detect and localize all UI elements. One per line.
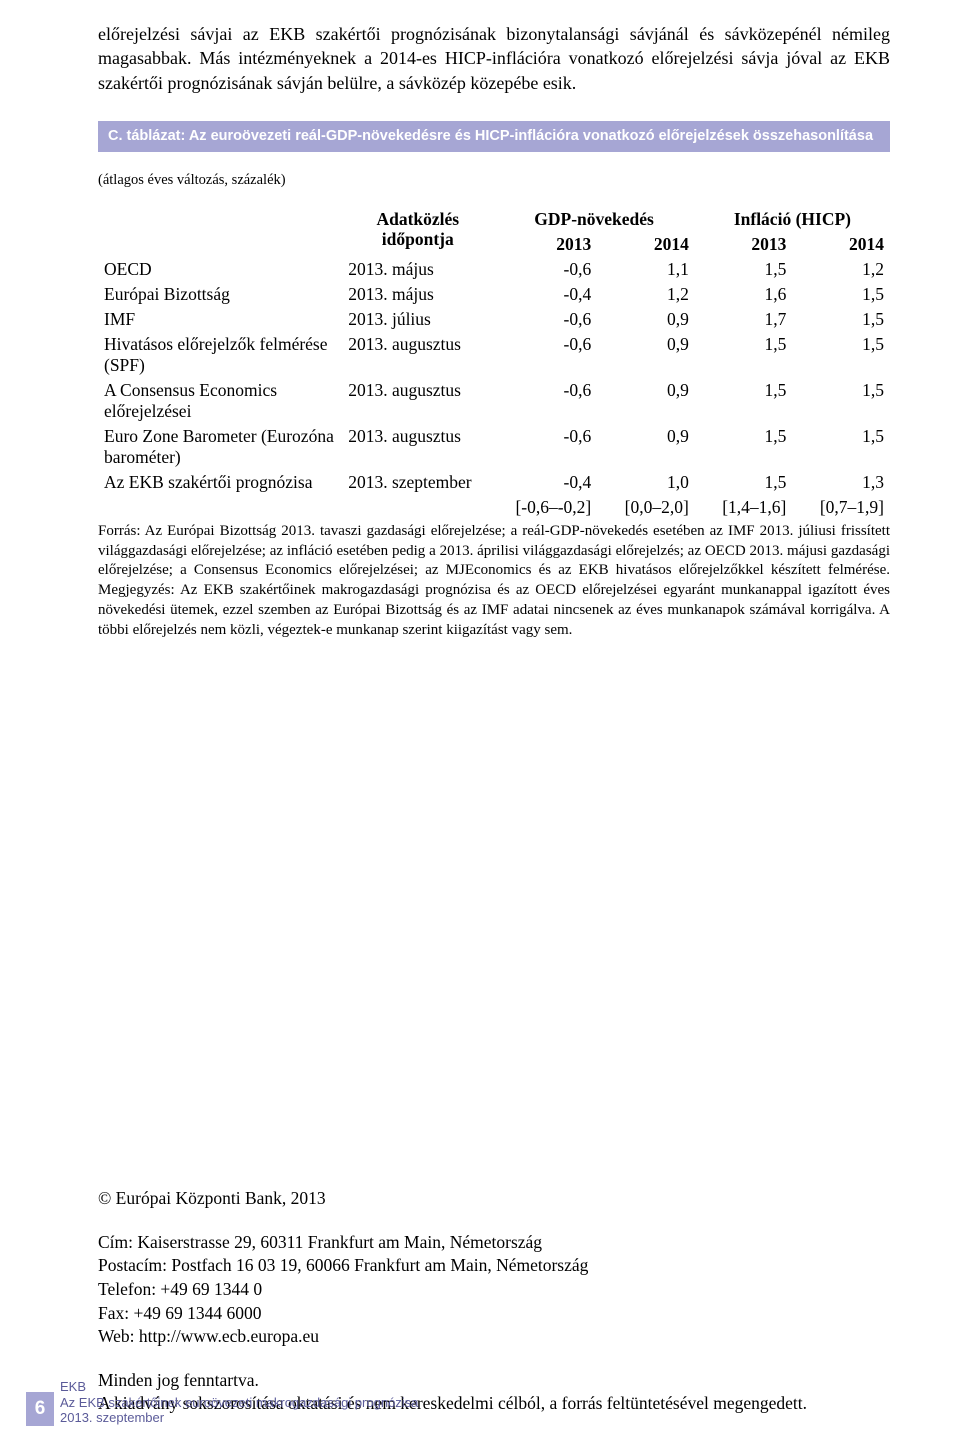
page-label: EKB Az EKB szakértőinek euroövezeti makr… <box>60 1379 418 1426</box>
cell-g13: -0,6 <box>493 307 597 332</box>
cell-g13: -0,6 <box>493 332 597 378</box>
cell-g14: 0,9 <box>597 332 695 378</box>
table-row: Hivatásos előrejelzők felmérése (SPF) 20… <box>98 332 890 378</box>
table-title: C. táblázat: Az euroövezeti reál-GDP-növ… <box>98 121 890 152</box>
cell-source: Az EKB szakértői prognózisa <box>98 470 342 495</box>
table-header-row-1: Adatközlés időpontja GDP-növekedés Inflá… <box>98 207 890 232</box>
cell-h13: 1,5 <box>695 470 793 495</box>
header-gdp-2013: 2013 <box>493 232 597 257</box>
fax: Fax: +49 69 1344 6000 <box>98 1302 890 1326</box>
cell-g14: 0,9 <box>597 378 695 424</box>
cell-g13: -0,6 <box>493 378 597 424</box>
cell-range-h13: [1,4–1,6] <box>695 495 793 520</box>
cell-g13: -0,6 <box>493 257 597 282</box>
header-date: Adatközlés időpontja <box>342 207 493 257</box>
addr-line-2: Postacím: Postfach 16 03 19, 60066 Frank… <box>98 1254 890 1278</box>
table-header-row-2: 2013 2014 2013 2014 <box>98 232 890 257</box>
cell-source: OECD <box>98 257 342 282</box>
cell-date: 2013. augusztus <box>342 424 493 470</box>
cell-date: 2013. május <box>342 282 493 307</box>
cell-h13: 1,5 <box>695 424 793 470</box>
header-gdp-2014: 2014 <box>597 232 695 257</box>
cell-g14: 0,9 <box>597 307 695 332</box>
cell-h13: 1,7 <box>695 307 793 332</box>
cell-g13: -0,4 <box>493 282 597 307</box>
cell-source: Hivatásos előrejelzők felmérése (SPF) <box>98 332 342 378</box>
cell-h14: 1,5 <box>792 332 890 378</box>
cell-date: 2013. július <box>342 307 493 332</box>
header-hicp-2014: 2014 <box>792 232 890 257</box>
table-row: A Consensus Economics előrejelzései 2013… <box>98 378 890 424</box>
cell-source: A Consensus Economics előrejelzései <box>98 378 342 424</box>
cell-g13: -0,4 <box>493 470 597 495</box>
table-row: IMF 2013. július -0,6 0,9 1,7 1,5 <box>98 307 890 332</box>
table-row: Az EKB szakértői prognózisa 2013. szepte… <box>98 470 890 495</box>
avg-change-note: (átlagos éves változás, százalék) <box>98 172 890 189</box>
copyright: © Európai Központi Bank, 2013 <box>98 1187 890 1211</box>
page-label-line-1: EKB <box>60 1379 418 1395</box>
cell-date: 2013. szeptember <box>342 470 493 495</box>
web-url: Web: http://www.ecb.europa.eu <box>98 1325 890 1349</box>
source-notes: Forrás: Az Európai Bizottság 2013. tavas… <box>98 522 890 641</box>
cell-h14: 1,5 <box>792 307 890 332</box>
cell-g14: 1,0 <box>597 470 695 495</box>
forecast-table: Adatközlés időpontja GDP-növekedés Inflá… <box>98 207 890 520</box>
header-hicp-2013: 2013 <box>695 232 793 257</box>
cell-h14: 1,3 <box>792 470 890 495</box>
telephone: Telefon: +49 69 1344 0 <box>98 1278 890 1302</box>
table-row: Euro Zone Barometer (Eurozóna barométer)… <box>98 424 890 470</box>
header-hicp: Infláció (HICP) <box>695 207 890 232</box>
table-row: OECD 2013. május -0,6 1,1 1,5 1,2 <box>98 257 890 282</box>
cell-g14: 1,1 <box>597 257 695 282</box>
intro-paragraph: előrejelzési sávjai az EKB szakértői pro… <box>98 22 890 95</box>
cell-h13: 1,5 <box>695 378 793 424</box>
cell-h14: 1,2 <box>792 257 890 282</box>
cell-h14: 1,5 <box>792 282 890 307</box>
cell-h13: 1,5 <box>695 257 793 282</box>
cell-source: Európai Bizottság <box>98 282 342 307</box>
cell-range-h14: [0,7–1,9] <box>792 495 890 520</box>
cell-range-g13: [-0,6–-0,2] <box>493 495 597 520</box>
cell-source: IMF <box>98 307 342 332</box>
cell-g14: 1,2 <box>597 282 695 307</box>
cell-h13: 1,5 <box>695 332 793 378</box>
cell-date: 2013. augusztus <box>342 332 493 378</box>
cell-source: Euro Zone Barometer (Eurozóna barométer) <box>98 424 342 470</box>
cell-g13: -0,6 <box>493 424 597 470</box>
cell-g14: 0,9 <box>597 424 695 470</box>
header-blank <box>98 207 342 232</box>
cell-h13: 1,6 <box>695 282 793 307</box>
page-label-line-2: Az EKB szakértőinek euroövezeti makrogaz… <box>60 1395 418 1411</box>
header-gdp: GDP-növekedés <box>493 207 694 232</box>
addr-line-1: Cím: Kaiserstrasse 29, 60311 Frankfurt a… <box>98 1231 890 1255</box>
table-row: Európai Bizottság 2013. május -0,4 1,2 1… <box>98 282 890 307</box>
cell-date: 2013. május <box>342 257 493 282</box>
cell-date: 2013. augusztus <box>342 378 493 424</box>
cell-h14: 1,5 <box>792 378 890 424</box>
page-label-line-3: 2013. szeptember <box>60 1410 418 1426</box>
cell-range-g14: [0,0–2,0] <box>597 495 695 520</box>
page-number: 6 <box>26 1392 54 1426</box>
table-row-ranges: [-0,6–-0,2] [0,0–2,0] [1,4–1,6] [0,7–1,9… <box>98 495 890 520</box>
contact-block: Cím: Kaiserstrasse 29, 60311 Frankfurt a… <box>98 1231 890 1349</box>
cell-h14: 1,5 <box>792 424 890 470</box>
